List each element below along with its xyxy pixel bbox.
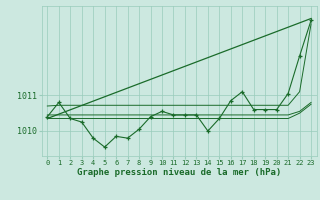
X-axis label: Graphe pression niveau de la mer (hPa): Graphe pression niveau de la mer (hPa) [77, 168, 281, 177]
